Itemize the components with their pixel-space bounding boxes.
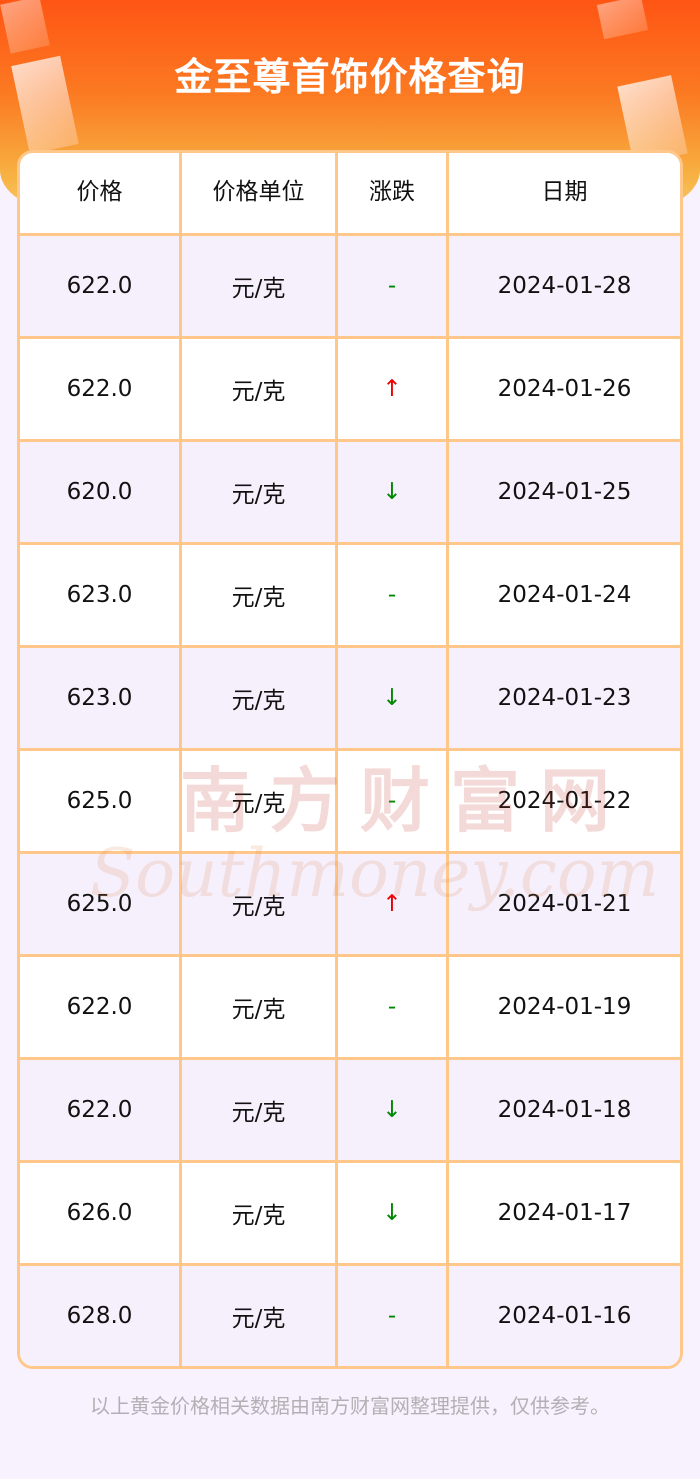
date-cell: 2024-01-23 xyxy=(446,648,680,748)
change-cell: ↑ xyxy=(335,339,446,439)
header-date: 日期 xyxy=(446,153,680,233)
price-cell: 623.0 xyxy=(66,685,133,711)
change-cell: ↓ xyxy=(335,648,446,748)
price-cell: 622.0 xyxy=(66,273,133,299)
header-price: 价格 xyxy=(76,179,123,205)
table-row: 622.0 元/克 -2024-01-19 xyxy=(20,954,680,1057)
change-cell: ↓ xyxy=(335,1163,446,1263)
change-cell: ↑ xyxy=(335,854,446,954)
date-cell: 2024-01-17 xyxy=(446,1163,680,1263)
change-cell: - xyxy=(335,957,446,1057)
price-cell: 625.0 xyxy=(66,891,133,917)
price-cell: 622.0 xyxy=(66,1097,133,1123)
table-row: 626.0 元/克 ↓ 2024-01-17 xyxy=(20,1160,680,1263)
table-row: 625.0 元/克 ↑ 2024-01-21 xyxy=(20,851,680,954)
change-cell: ↓ xyxy=(335,442,446,542)
date-cell: 2024-01-24 xyxy=(446,545,680,645)
date-cell: 2024-01-21 xyxy=(446,854,680,954)
change-cell: - xyxy=(335,1266,446,1366)
price-cell: 622.0 xyxy=(66,994,133,1020)
date-cell: 2024-01-25 xyxy=(446,442,680,542)
change-cell: - xyxy=(335,751,446,851)
unit-cell: 元/克 xyxy=(179,751,335,851)
decor-crystal-top-right xyxy=(596,0,649,40)
price-cell: 625.0 xyxy=(66,788,133,814)
price-cell: 623.0 xyxy=(66,582,133,608)
unit-cell: 元/克 xyxy=(179,854,335,954)
table-row: 622.0 元/克 ↓ 2024-01-18 xyxy=(20,1057,680,1160)
table-row: 625.0 元/克 -2024-01-22 xyxy=(20,748,680,851)
date-cell: 2024-01-16 xyxy=(446,1266,680,1366)
date-cell: 2024-01-26 xyxy=(446,339,680,439)
table-row: 622.0 元/克 -2024-01-28 xyxy=(20,233,680,336)
change-cell: - xyxy=(335,545,446,645)
unit-cell: 元/克 xyxy=(179,648,335,748)
footer-note: 以上黄金价格相关数据由南方财富网整理提供，仅供参考。 xyxy=(90,1394,610,1418)
date-cell: 2024-01-28 xyxy=(446,236,680,336)
change-cell: ↓ xyxy=(335,1060,446,1160)
table-row: 620.0 元/克 ↓ 2024-01-25 xyxy=(20,439,680,542)
price-cell: 626.0 xyxy=(66,1200,133,1226)
price-table: 价格 价格单位 涨跌 日期 622.0 元/克 -2024-01-28 622.0 元/… xyxy=(17,150,683,1369)
unit-cell: 元/克 xyxy=(179,1266,335,1366)
date-cell: 2024-01-19 xyxy=(446,957,680,1057)
unit-cell: 元/克 xyxy=(179,339,335,439)
header-unit: 价格单位 xyxy=(179,153,335,233)
date-cell: 2024-01-22 xyxy=(446,751,680,851)
table-row: 628.0 元/克 -2024-01-16 xyxy=(20,1263,680,1366)
table-header: 价格 价格单位 涨跌 日期 xyxy=(20,153,680,233)
unit-cell: 元/克 xyxy=(179,1060,335,1160)
price-cell: 628.0 xyxy=(66,1303,133,1329)
unit-cell: 元/克 xyxy=(179,545,335,645)
unit-cell: 元/克 xyxy=(179,236,335,336)
table-row: 623.0 元/克 ↓ 2024-01-23 xyxy=(20,645,680,748)
page-title: 金至尊首饰价格查询 xyxy=(174,55,526,99)
date-cell: 2024-01-18 xyxy=(446,1060,680,1160)
price-cell: 620.0 xyxy=(66,479,133,505)
table-row: 623.0 元/克 -2024-01-24 xyxy=(20,542,680,645)
unit-cell: 元/克 xyxy=(179,442,335,542)
table-row: 622.0 元/克 ↑ 2024-01-26 xyxy=(20,336,680,439)
unit-cell: 元/克 xyxy=(179,1163,335,1263)
unit-cell: 元/克 xyxy=(179,957,335,1057)
change-cell: - xyxy=(335,236,446,336)
price-cell: 622.0 xyxy=(66,376,133,402)
header-change: 涨跌 xyxy=(335,153,446,233)
